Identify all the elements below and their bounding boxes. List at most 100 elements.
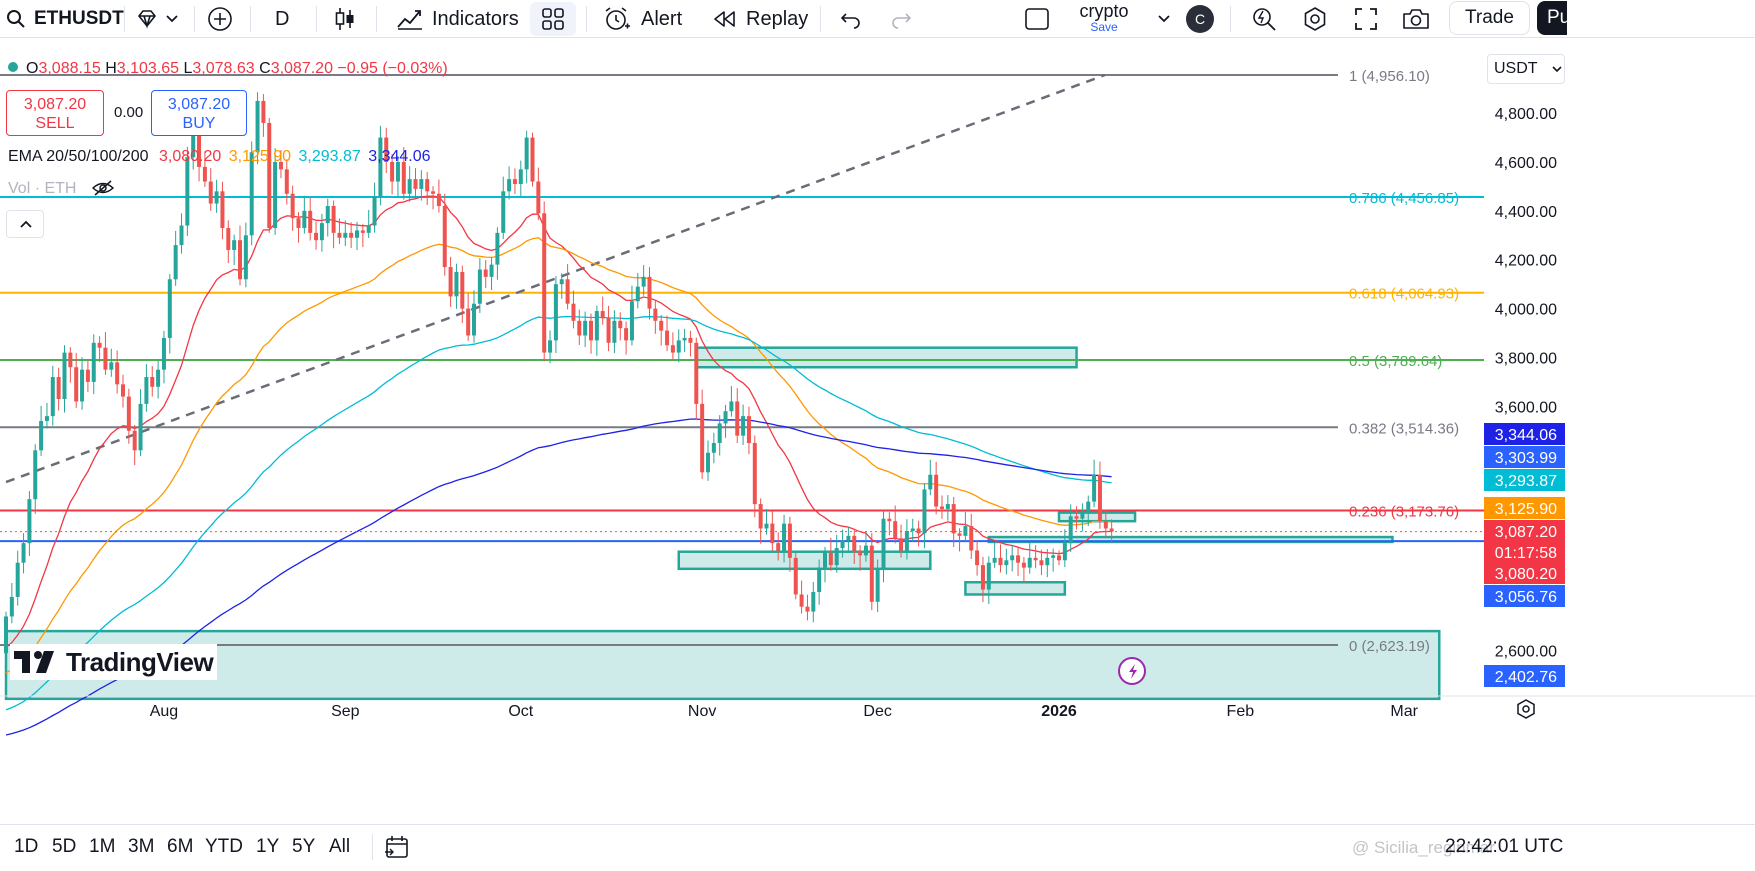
candle-body: [15, 562, 20, 597]
candle-body: [401, 162, 406, 194]
candle-body: [325, 205, 330, 224]
price-badge-bg: [1484, 520, 1565, 542]
divider: [316, 6, 317, 32]
candle-body: [875, 570, 880, 602]
sell-button[interactable]: 3,087.20 SELL: [6, 90, 104, 136]
lightning-icon: [1127, 663, 1139, 680]
range-5y[interactable]: 5Y: [292, 836, 316, 857]
candle-body: [507, 179, 512, 192]
candle-body: [770, 523, 775, 544]
currency-dropdown[interactable]: USDT: [1487, 54, 1565, 84]
chevron-up-icon: [20, 220, 32, 229]
range-1m[interactable]: 1M: [89, 836, 116, 857]
candle-body: [1004, 560, 1009, 566]
fullscreen-button[interactable]: [1354, 0, 1378, 38]
symbol-type-dropdown[interactable]: [136, 0, 178, 38]
range-3m[interactable]: 3M: [128, 836, 155, 857]
layout-dropdown[interactable]: [1158, 0, 1170, 38]
candle-body: [1103, 521, 1108, 529]
grid-icon: [542, 8, 564, 30]
chevron-down-icon: [1552, 65, 1562, 73]
divider: [376, 6, 377, 32]
publish-button[interactable]: Pu: [1537, 1, 1567, 35]
indicators-icon: [396, 7, 424, 31]
candle-body: [863, 545, 868, 556]
replay-button[interactable]: Replay: [712, 0, 808, 38]
time-tick-label: Nov: [688, 703, 716, 720]
candle-body: [85, 369, 90, 382]
calendar-icon: [384, 834, 410, 860]
buy-button[interactable]: 3,087.20 BUY: [151, 90, 247, 136]
quick-search-button[interactable]: [1250, 0, 1278, 38]
range-1y[interactable]: 1Y: [256, 836, 280, 857]
snapshot-button[interactable]: [1402, 0, 1430, 38]
candle-body: [472, 303, 476, 336]
candle-body: [858, 550, 863, 556]
candle-body: [629, 301, 634, 341]
candle-body: [729, 401, 734, 412]
lightning-button[interactable]: [1118, 657, 1146, 685]
compare-symbol-button[interactable]: [207, 0, 233, 38]
candle-body: [50, 377, 55, 417]
avatar-button[interactable]: C: [1186, 0, 1214, 38]
fullscreen-icon: [1354, 7, 1378, 31]
range-all[interactable]: All: [329, 836, 351, 857]
sell-price: 3,087.20: [23, 96, 87, 113]
layout-name-button[interactable]: crypto Save: [1068, 2, 1140, 34]
time-tick-label: Aug: [150, 703, 178, 720]
spread-value: 0.00: [114, 104, 144, 121]
go-to-date-button[interactable]: [384, 834, 410, 865]
settings-button[interactable]: [1302, 0, 1328, 38]
undo-button[interactable]: [840, 0, 862, 38]
candle-body: [495, 232, 500, 265]
ohlc-open-label: O: [26, 60, 39, 77]
candle-body: [390, 162, 395, 182]
candle-body: [483, 269, 488, 277]
ema-layer: [5, 195, 1112, 736]
candle-body: [395, 162, 400, 182]
range-6m[interactable]: 6M: [167, 836, 194, 857]
candle-body: [1068, 516, 1073, 544]
tradingview-logo-icon: [14, 649, 60, 675]
layout-toggle-checkbox[interactable]: [1024, 0, 1050, 38]
ohlc-change: −0.95 (−0.03%): [337, 60, 448, 77]
candle-body: [700, 403, 705, 473]
range-5d[interactable]: 5D: [52, 836, 77, 857]
candle-body: [1057, 555, 1061, 561]
candle-body: [56, 377, 61, 400]
layouts-button[interactable]: [530, 2, 576, 36]
candle-body: [4, 616, 8, 654]
collapse-legend-button[interactable]: [6, 210, 44, 238]
volume-legend[interactable]: Vol · ETH: [8, 179, 115, 198]
candle-body: [512, 179, 517, 184]
candle-body: [302, 210, 307, 228]
chart-area[interactable]: 1 (4,956.10) 0.786 (4,456.85) 0.618 (4,064…: [0, 44, 1755, 824]
price-tick-label: 4,200.00: [1495, 253, 1557, 270]
candle-body: [676, 340, 681, 353]
interval-button[interactable]: D: [275, 0, 289, 38]
candle-body: [1039, 560, 1044, 566]
redo-button[interactable]: [890, 0, 912, 38]
candle-body: [975, 550, 980, 566]
ema-legend[interactable]: EMA 20/50/100/200 3,080.20 3,125.90 3,29…: [8, 148, 431, 166]
candle-body: [1086, 501, 1091, 512]
eye-hidden-icon[interactable]: [91, 179, 115, 197]
range-1d[interactable]: 1D: [14, 836, 39, 857]
price-chart[interactable]: 1 (4,956.10) 0.786 (4,456.85) 0.618 (4,064…: [0, 44, 1755, 824]
symbol-search[interactable]: ETHUSDT: [6, 0, 124, 38]
indicators-button[interactable]: Indicators: [396, 0, 519, 38]
fib-label-1: 1 (4,956.10): [1349, 68, 1430, 85]
utc-clock[interactable]: 22:42:01 UTC: [1445, 836, 1564, 857]
trade-button[interactable]: Trade: [1449, 1, 1530, 35]
candle-body: [232, 240, 237, 250]
publish-label: Pu: [1547, 7, 1567, 28]
divider: [194, 6, 195, 32]
ohlc-low-label: L: [183, 60, 193, 77]
chart-type-button[interactable]: [333, 0, 357, 38]
avatar: C: [1186, 5, 1214, 33]
ema200-line: [5, 418, 1112, 736]
range-ytd[interactable]: YTD: [205, 836, 243, 857]
axis-settings-button[interactable]: [1515, 698, 1537, 725]
alert-button[interactable]: Alert: [603, 0, 682, 38]
candle-body: [945, 504, 950, 509]
